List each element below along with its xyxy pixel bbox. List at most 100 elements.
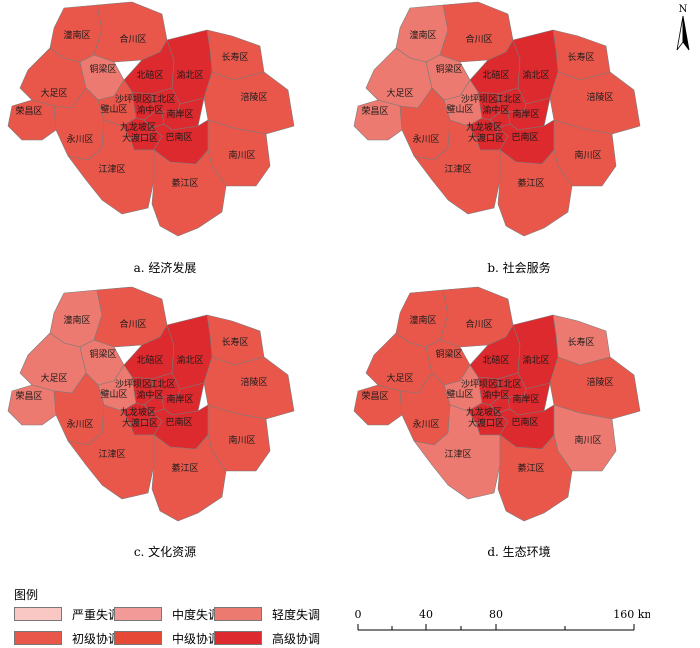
district-label-dazu: 大足区 [40, 87, 67, 99]
district-fuling [203, 71, 295, 135]
district-label-yubei: 渝北区 [176, 69, 203, 81]
district-label-changshou: 长寿区 [221, 336, 248, 348]
district-label-yongchuan: 永川区 [412, 418, 439, 430]
district-label-jiangbei: 江北区 [148, 94, 175, 105]
district-label-tongliang: 铜梁区 [435, 63, 462, 75]
legend-swatch-c1 [14, 607, 62, 621]
district-label-hechuan: 合川区 [465, 33, 492, 45]
district-label-tongnan: 潼南区 [409, 29, 436, 41]
scale-tick-0: 0 [355, 608, 362, 621]
legend-label-c3: 轻度失调 [272, 607, 321, 622]
legend-swatch-c5 [114, 631, 162, 645]
district-label-jiangbei: 江北区 [148, 379, 175, 390]
district-label-qijiang: 綦江区 [517, 462, 544, 474]
scale-tick-40: 40 [419, 608, 433, 621]
district-label-tongnan: 潼南区 [63, 29, 90, 41]
district-label-nanan: 南岸区 [512, 393, 539, 405]
district-label-tongnan: 潼南区 [63, 314, 90, 326]
district-label-fuling: 涪陵区 [586, 376, 613, 388]
district-label-rongchang: 荣昌区 [15, 390, 42, 402]
district-label-tongliang: 铜梁区 [89, 348, 116, 360]
district-label-rongchang: 荣昌区 [15, 105, 42, 117]
district-label-rongchang: 荣昌区 [361, 105, 388, 117]
district-label-yuzhong: 渝中区 [136, 389, 163, 401]
district-qijiang [497, 434, 573, 522]
district-qijiang [497, 149, 573, 237]
district-label-yubei: 渝北区 [522, 354, 549, 366]
district-label-yuzhong: 渝中区 [136, 104, 163, 116]
map-panel-c: 潼南区 合川区 长寿区 大足区 铜梁区 北碚区 渝北区 荣昌区 璧山区 沙坪坝区 江北区 渝中区 南岸区… [2, 285, 332, 545]
legend-swatch-c6 [214, 631, 262, 645]
district-label-dazu: 大足区 [386, 87, 413, 99]
district-label-yubei: 渝北区 [176, 354, 203, 366]
district-label-qijiang: 綦江区 [171, 177, 198, 189]
legend-label-c5: 中级协调 [172, 631, 221, 646]
district-qijiang [151, 149, 227, 237]
legend-label-c1: 严重失调 [72, 607, 121, 622]
district-jiangjin [67, 119, 155, 215]
district-jiangjin [67, 404, 155, 500]
district-hechuan [439, 1, 514, 63]
legend-item-c1: 严重失调 [14, 606, 120, 622]
map-panel-d: 潼南区 合川区 长寿区 大足区 铜梁区 北碚区 渝北区 荣昌区 璧山区 沙坪坝区 江北区 渝中区 南岸区… [348, 285, 678, 545]
district-label-fuling: 涪陵区 [586, 91, 613, 103]
district-label-shapingba: 沙坪坝区 [115, 94, 151, 105]
district-label-yongchuan: 永川区 [66, 418, 93, 430]
district-label-banan: 巴南区 [165, 416, 192, 428]
map-panel-b: 潼南区 合川区 长寿区 大足区 铜梁区 北碚区 渝北区 荣昌区 璧山区 沙坪坝区 江北区 渝中区 南岸区… [348, 0, 678, 260]
district-label-nanchuan: 南川区 [574, 149, 601, 161]
district-rongchang [353, 384, 403, 426]
legend-item-c3: 轻度失调 [214, 606, 320, 622]
scale-tick-160: 160 km [613, 608, 650, 621]
district-hechuan [93, 286, 168, 348]
district-label-changshou: 长寿区 [221, 51, 248, 63]
district-label-jiulongpo: 九龙坡区 [120, 121, 156, 133]
district-label-beibei: 北碚区 [136, 354, 163, 366]
district-label-nanchuan: 南川区 [574, 434, 601, 446]
district-label-dadukou: 大渡口区 [122, 417, 158, 429]
legend-swatch-c2 [114, 607, 162, 621]
district-jiangjin [413, 119, 501, 215]
district-label-tongliang: 铜梁区 [435, 348, 462, 360]
district-label-nanchuan: 南川区 [228, 149, 255, 161]
map-caption-a: a. 经济发展 [133, 261, 197, 275]
district-label-shapingba: 沙坪坝区 [461, 94, 497, 105]
district-label-nanan: 南岸区 [166, 393, 193, 405]
district-label-hechuan: 合川区 [119, 33, 146, 45]
district-label-jiulongpo: 九龙坡区 [120, 406, 156, 418]
district-label-jiulongpo: 九龙坡区 [466, 406, 502, 418]
district-label-nanchuan: 南川区 [228, 434, 255, 446]
district-label-dadukou: 大渡口区 [122, 132, 158, 144]
district-label-beibei: 北碚区 [482, 69, 509, 81]
district-label-jiangjin: 江津区 [444, 164, 471, 175]
district-label-bishan: 璧山区 [446, 103, 473, 115]
district-jiangjin [413, 404, 501, 500]
district-hechuan [93, 1, 168, 63]
district-label-fuling: 涪陵区 [240, 91, 267, 103]
district-label-yongchuan: 永川区 [66, 133, 93, 145]
district-fuling [203, 356, 295, 420]
district-label-yuzhong: 渝中区 [482, 104, 509, 116]
district-label-banan: 巴南区 [511, 416, 538, 428]
district-label-shapingba: 沙坪坝区 [115, 379, 151, 390]
legend-item-c5: 中级协调 [114, 630, 220, 646]
district-label-bishan: 璧山区 [446, 388, 473, 400]
district-label-shapingba: 沙坪坝区 [461, 379, 497, 390]
district-label-nanan: 南岸区 [512, 108, 539, 120]
legend-label-c4: 初级协调 [72, 631, 121, 646]
north-arrow-icon: N [676, 4, 690, 51]
district-label-banan: 巴南区 [511, 131, 538, 143]
district-label-fuling: 涪陵区 [240, 376, 267, 388]
district-label-dadukou: 大渡口区 [468, 417, 504, 429]
legend-label-c6: 高级协调 [272, 631, 321, 646]
district-label-nanan: 南岸区 [166, 108, 193, 120]
district-label-dazu: 大足区 [386, 372, 413, 384]
district-label-jiangbei: 江北区 [494, 94, 521, 105]
district-fuling [549, 71, 641, 135]
district-label-jiangjin: 江津区 [98, 449, 125, 460]
district-label-jiangjin: 江津区 [98, 164, 125, 175]
legend-item-c2: 中度失调 [114, 606, 220, 622]
legend-label-c2: 中度失调 [172, 607, 221, 622]
